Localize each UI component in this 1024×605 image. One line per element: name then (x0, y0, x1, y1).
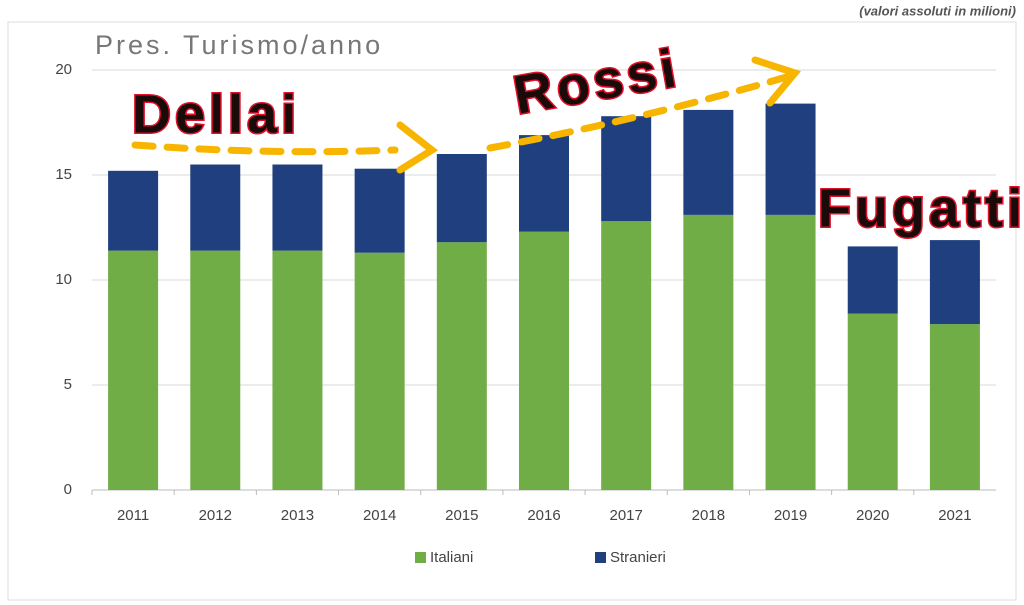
bar-segment (765, 214, 816, 490)
x-tick-label: 2020 (856, 507, 889, 524)
bar-segment (354, 168, 405, 253)
bar-segment (272, 250, 323, 490)
x-tick-label: 2015 (445, 507, 478, 524)
x-tick-label: 2021 (938, 507, 971, 524)
y-tick-label: 20 (55, 61, 72, 78)
bar-segment (190, 250, 241, 490)
bar-segment (436, 242, 487, 490)
bar-segment (847, 313, 898, 490)
legend-swatch (595, 552, 606, 563)
bar-segment (436, 154, 487, 243)
bar-segment (929, 240, 980, 325)
bar-segment (354, 252, 405, 490)
legend-label: Stranieri (610, 549, 666, 566)
arrow-head (751, 56, 801, 107)
bar-segment (601, 221, 652, 490)
annotation: Fugatti (818, 178, 1024, 238)
arrow-line (131, 141, 399, 156)
bar-segment (847, 246, 898, 314)
x-tick-label: 2016 (527, 507, 560, 524)
x-tick-label: 2014 (363, 507, 396, 524)
y-tick-label: 10 (55, 271, 72, 288)
bar-segment (683, 214, 734, 490)
bar-segment (601, 116, 652, 222)
x-tick-label: 2011 (117, 507, 149, 524)
annotation: Dellai (132, 84, 300, 144)
x-tick-label: 2018 (692, 507, 725, 524)
arrows (131, 56, 801, 174)
y-tick-label: 15 (55, 166, 72, 183)
chart-subtitle: (valori assoluti in milioni) (859, 3, 1016, 18)
arrow-head (396, 121, 439, 174)
arrow-line (486, 72, 794, 152)
bar-segment (190, 164, 241, 251)
bar-segment (519, 135, 569, 232)
plot-area: 0 5 10 15 20 2011 2012 2013 2014 2015 2016 2017 2018… (55, 61, 996, 566)
bar-segment (765, 103, 816, 215)
bar-segment (272, 164, 323, 251)
legend-label: Italiani (430, 549, 473, 566)
chart-title: Pres. Turismo/anno (95, 30, 383, 60)
bar-segment (108, 250, 159, 490)
x-tick-label: 2019 (774, 507, 807, 524)
x-tick-label: 2017 (609, 507, 642, 524)
bar-segment (519, 231, 569, 490)
bar-segment (683, 109, 734, 215)
x-tick-label: 2013 (281, 507, 314, 524)
legend-swatch (415, 552, 426, 563)
bar-segment (108, 170, 159, 251)
bar-segment (929, 324, 980, 490)
y-tick-label: 0 (64, 481, 72, 498)
y-tick-label: 5 (64, 376, 72, 393)
x-tick-label: 2012 (199, 507, 232, 524)
